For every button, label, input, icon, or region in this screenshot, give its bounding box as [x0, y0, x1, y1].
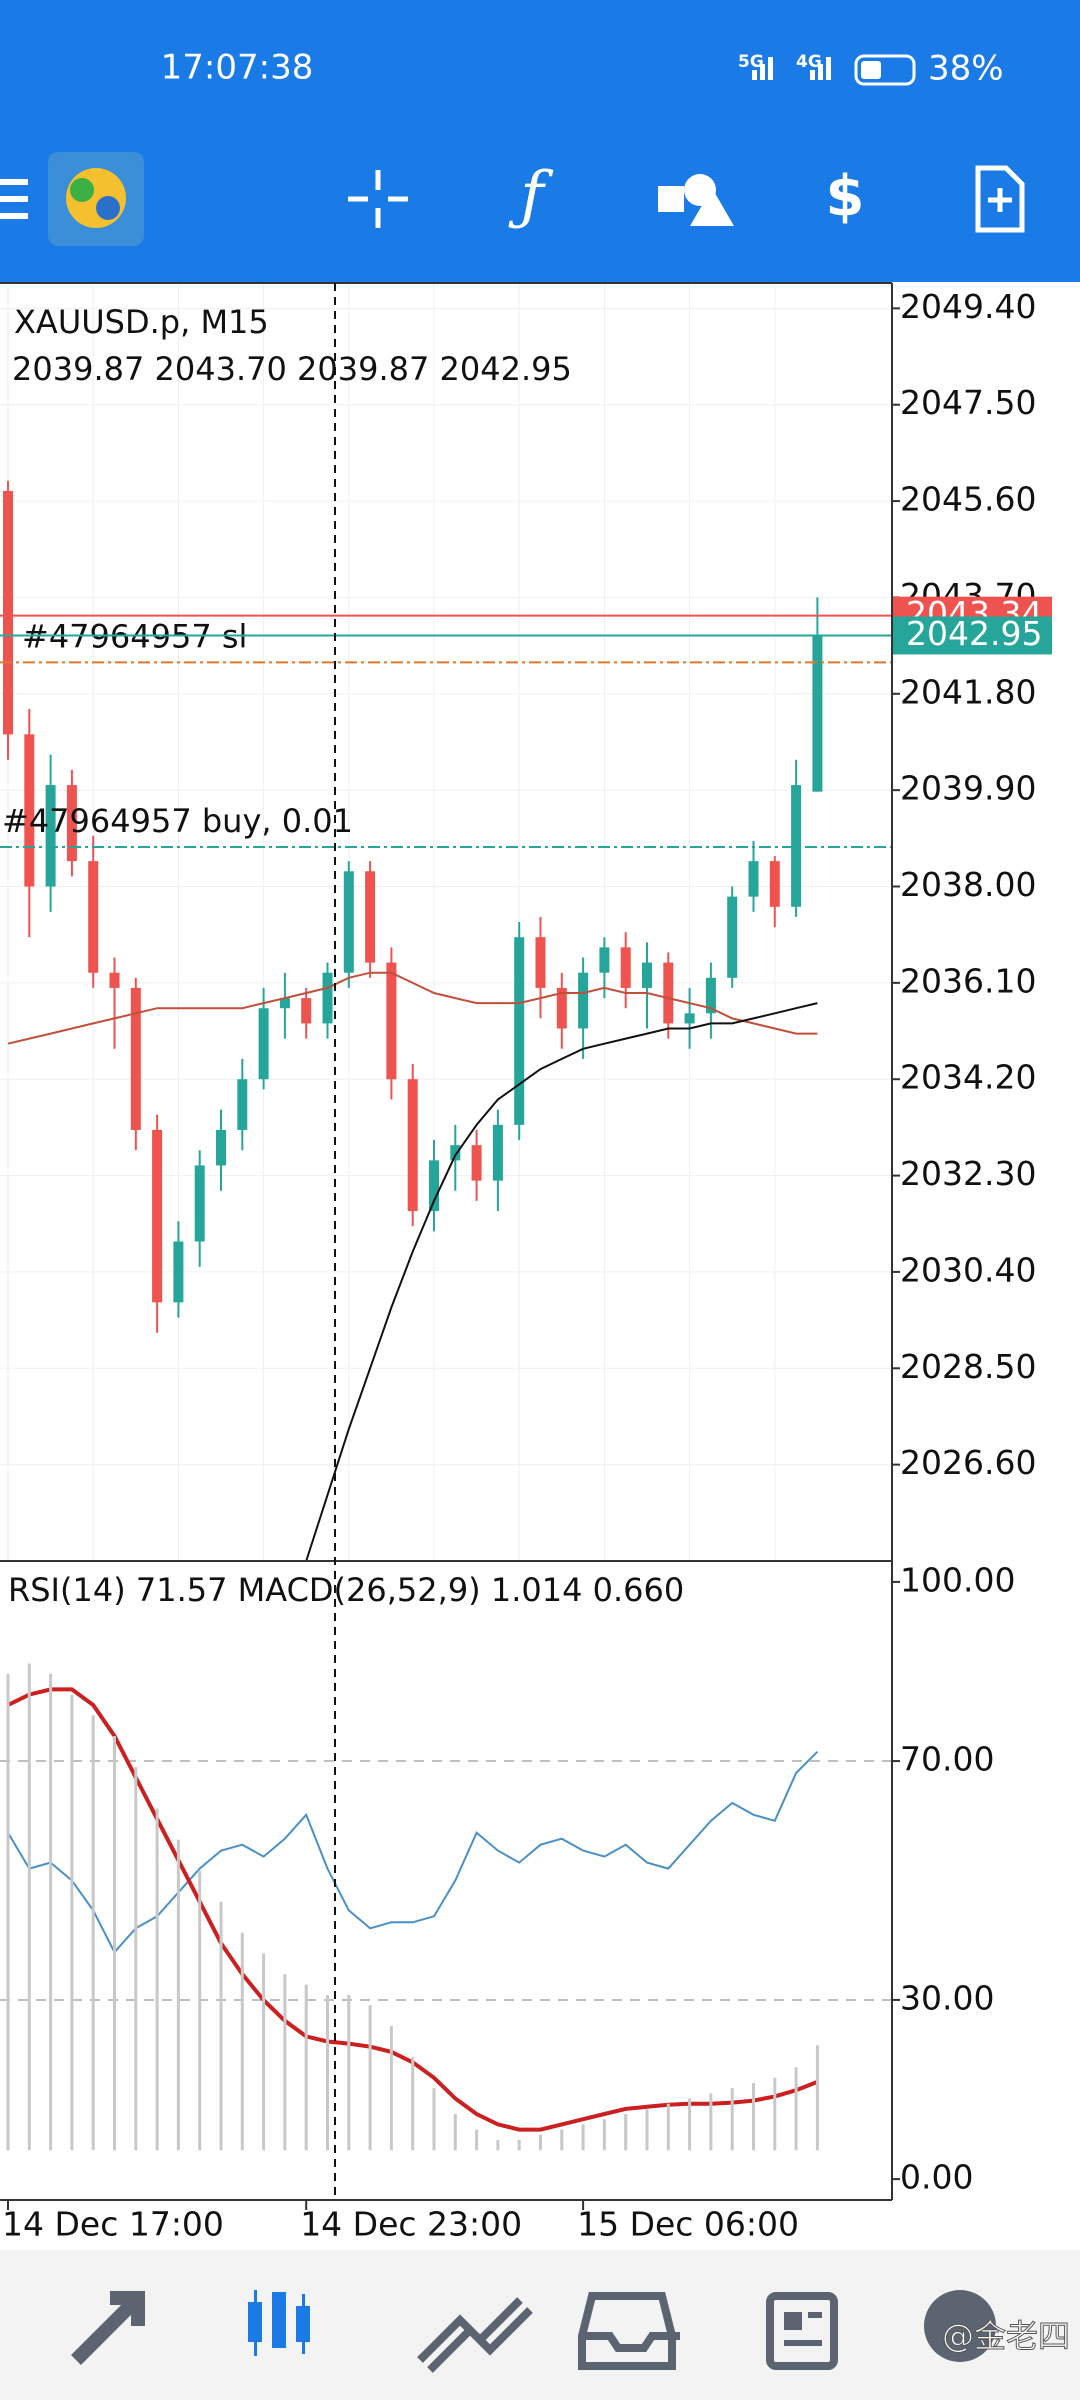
candle-body — [173, 1241, 184, 1303]
candle-body — [279, 998, 290, 1009]
candle-body — [471, 1145, 482, 1181]
candle-body — [365, 871, 376, 963]
news-tab[interactable] — [766, 2292, 838, 2370]
quotes-tab[interactable] — [71, 2291, 145, 2365]
y-tick-label: 100.00 — [900, 1560, 1015, 1599]
candle-body — [492, 1124, 503, 1181]
candle-body — [66, 785, 77, 862]
candle-body — [556, 987, 567, 1029]
candle-body — [88, 861, 99, 973]
candle-body — [599, 947, 610, 973]
battery-level — [861, 61, 881, 79]
y-tick-label: 2041.80 — [900, 672, 1036, 711]
chart-tab[interactable] — [248, 2290, 310, 2356]
candle-body — [194, 1165, 205, 1242]
signal-icons — [752, 57, 831, 80]
x-tick-label: 14 Dec 23:00 — [300, 2205, 522, 2244]
settings-tab[interactable] — [924, 2290, 996, 2362]
candle-body — [748, 861, 759, 897]
line-series — [305, 1002, 818, 1562]
y-tick-label: 2030.40 — [900, 1250, 1036, 1289]
clock: 17:07:38 — [161, 48, 314, 88]
y-tick-label: 2034.20 — [900, 1058, 1036, 1097]
bottom-nav — [0, 2250, 1080, 2400]
price-box — [892, 616, 1052, 655]
candle-body — [216, 1129, 226, 1166]
new-order-icon[interactable] — [975, 165, 1025, 233]
candle-body — [386, 962, 397, 1080]
candle-body — [343, 871, 354, 973]
x-tick-label: 14 Dec 17:00 — [2, 2205, 224, 2244]
candle-body — [769, 861, 780, 907]
candle-body — [535, 937, 546, 988]
y-tick-label: 2049.40 — [900, 287, 1036, 326]
trade-icon[interactable]: $ — [826, 164, 865, 229]
candle-body — [237, 1079, 248, 1130]
y-tick-label: 70.00 — [900, 1740, 994, 1779]
candle-body — [684, 1013, 695, 1024]
candle-body — [514, 937, 525, 1125]
candle-body — [727, 896, 738, 978]
candle-body — [152, 1129, 163, 1303]
chart-title: XAUUSD.p, M15 — [14, 303, 269, 341]
y-tick-label: 30.00 — [900, 1978, 994, 2017]
header-bar — [0, 0, 1080, 282]
network: 4G — [796, 52, 822, 72]
y-tick-label: 2032.30 — [900, 1154, 1036, 1193]
y-tick-label: 2045.60 — [900, 480, 1036, 519]
battery-text: 38% — [928, 49, 1004, 89]
y-tick-label: 0.00 — [900, 2158, 973, 2197]
candle-body — [642, 962, 652, 988]
y-tick-label: 2036.10 — [900, 961, 1036, 1000]
candle-body — [109, 972, 120, 988]
candle-body — [130, 987, 141, 1130]
candle-body — [620, 947, 631, 988]
line-series — [7, 971, 818, 1045]
chart-area: 2049.402047.502045.602043.702041.802039.… — [0, 283, 1052, 2244]
menu-icon[interactable] — [0, 179, 28, 219]
candle-body — [3, 490, 13, 735]
candle-body — [301, 998, 312, 1024]
candle-body — [791, 785, 802, 907]
price-box-label: 2042.95 — [906, 614, 1042, 653]
battery — [854, 54, 916, 86]
candle-body — [429, 1160, 439, 1212]
candle-body — [322, 972, 333, 1024]
y-tick-label: 2039.90 — [900, 769, 1036, 808]
candle-body — [24, 734, 35, 887]
order-label: #47964957 buy, 0.01 — [2, 802, 353, 840]
indicator-title: RSI(14) 71.57 MACD(26,52,9) 1.014 0.660 — [8, 1571, 684, 1609]
candle-body — [45, 785, 56, 887]
x-tick-label: 15 Dec 06:00 — [577, 2205, 799, 2244]
history-tab[interactable] — [578, 2292, 680, 2370]
crosshair-icon[interactable] — [348, 170, 408, 228]
objects-icon[interactable] — [658, 174, 734, 226]
candle-body — [705, 977, 716, 1014]
candle-body — [450, 1145, 461, 1161]
candle-body — [663, 962, 674, 1024]
ohlc: 2039.87 2043.70 2039.87 2042.95 — [12, 350, 572, 388]
y-tick-label: 2028.50 — [900, 1347, 1036, 1386]
line-series — [7, 1750, 819, 1954]
y-tick-label: 2047.50 — [900, 383, 1036, 422]
candle-body — [578, 972, 589, 1029]
watermark: @金老四 — [942, 2317, 1070, 2355]
candle-body — [258, 1008, 269, 1080]
bottom-nav-icons — [71, 2290, 996, 2373]
network: 5G — [738, 52, 764, 72]
y-tick-label: 2038.00 — [900, 865, 1036, 904]
trade-tab[interactable] — [417, 2297, 533, 2373]
candle-body — [812, 635, 823, 792]
candle-body — [407, 1079, 418, 1212]
y-tick-label: 2026.60 — [900, 1443, 1036, 1482]
